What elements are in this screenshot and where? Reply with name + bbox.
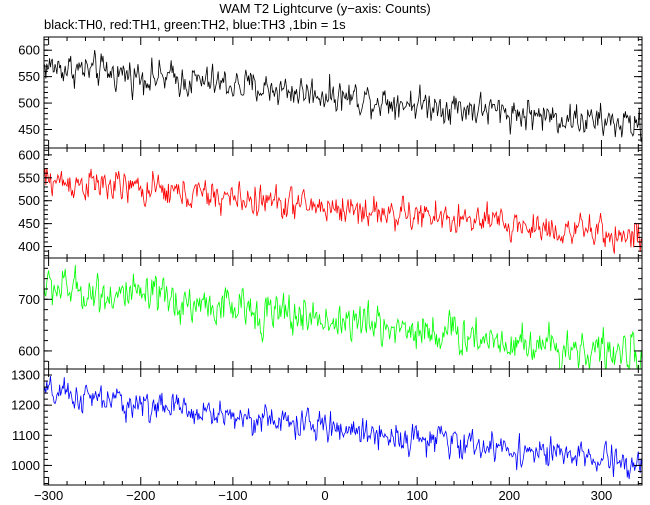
y-tick-label: 400 [18, 239, 40, 254]
y-tick-label: 600 [18, 43, 40, 58]
panel-frame-4 [43, 368, 643, 486]
x-tick-label: −300 [34, 488, 63, 503]
y-tick-label: 500 [18, 96, 40, 111]
series-line-th2 [44, 265, 642, 369]
y-tick-label: 500 [18, 193, 40, 208]
y-tick-label: 1000 [11, 458, 40, 473]
x-tick-label: 100 [406, 488, 428, 503]
chart-subtitle: black:TH0, red:TH1, green:TH2, blue:TH3 … [44, 17, 346, 32]
y-tick-label: 1200 [11, 398, 40, 413]
series-line-th3 [44, 376, 642, 480]
y-tick-label: 600 [18, 343, 40, 358]
y-tick-label: 1100 [12, 428, 40, 443]
y-tick-label: 450 [18, 122, 40, 137]
x-tick-label: 300 [591, 488, 613, 503]
x-tick-label: −100 [218, 488, 247, 503]
y-tick-label: 1300 [11, 368, 40, 383]
series-line-th0 [44, 49, 642, 142]
x-tick-label: −200 [126, 488, 155, 503]
y-tick-label: 550 [18, 69, 40, 84]
x-tick-label: 200 [498, 488, 520, 503]
series-line-th1 [44, 167, 642, 254]
y-tick-label: 600 [18, 147, 40, 162]
y-tick-label: 450 [18, 216, 40, 231]
x-tick-label: 0 [321, 488, 328, 503]
chart-title: WAM T2 Lightcurve (y−axis: Counts) [219, 1, 431, 16]
y-tick-label: 550 [18, 170, 40, 185]
y-tick-label: 700 [18, 292, 40, 307]
